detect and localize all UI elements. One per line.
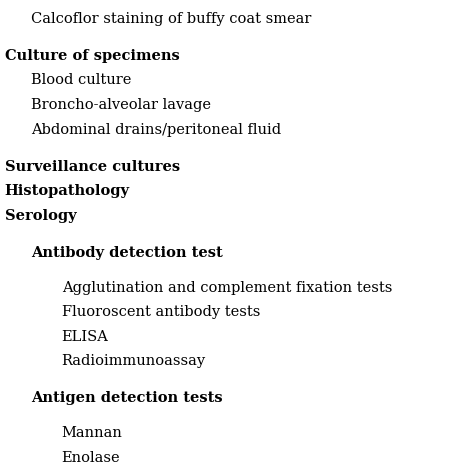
Text: ELISA: ELISA [62,330,109,344]
Text: Calcoflor staining of buffy coat smear: Calcoflor staining of buffy coat smear [31,12,311,26]
Text: Broncho-alveolar lavage: Broncho-alveolar lavage [31,98,211,112]
Text: Antigen detection tests: Antigen detection tests [31,392,222,405]
Text: Agglutination and complement fixation tests: Agglutination and complement fixation te… [62,281,392,294]
Text: Enolase: Enolase [62,451,120,465]
Text: Surveillance cultures: Surveillance cultures [5,160,180,174]
Text: Radioimmunoassay: Radioimmunoassay [62,355,206,368]
Text: Histopathology: Histopathology [5,184,130,199]
Text: Fluoroscent antibody tests: Fluoroscent antibody tests [62,305,260,319]
Text: Blood culture: Blood culture [31,73,131,88]
Text: Culture of specimens: Culture of specimens [5,49,180,63]
Text: Serology: Serology [5,209,76,223]
Text: Antibody detection test: Antibody detection test [31,246,223,260]
Text: Abdominal drains/peritoneal fluid: Abdominal drains/peritoneal fluid [31,123,281,137]
Text: Mannan: Mannan [62,426,122,440]
